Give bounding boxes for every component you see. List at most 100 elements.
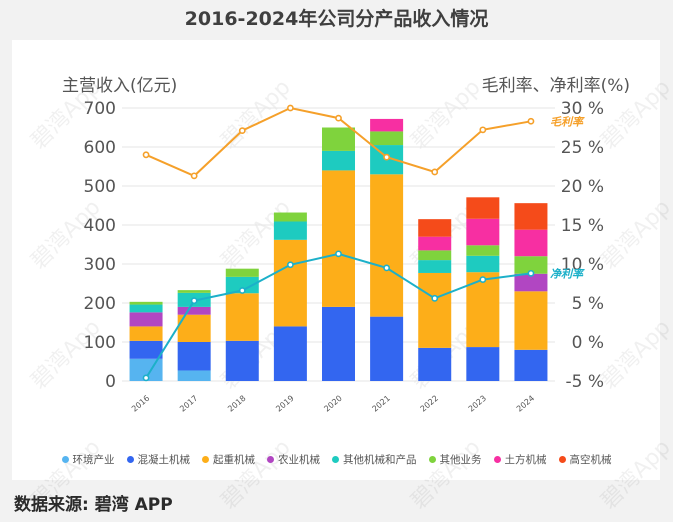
- legend-label: 高空机械: [569, 454, 612, 466]
- bar-segment: [225, 276, 259, 294]
- right-tick-label: 0 %: [572, 333, 604, 353]
- line-point: [190, 172, 198, 180]
- legend-label: 农业机械: [278, 454, 320, 466]
- legend-swatch: [428, 456, 436, 463]
- line-point: [286, 261, 294, 269]
- bar-segment: [273, 239, 307, 327]
- line-point: [383, 264, 391, 272]
- right-tick-label: 25 %: [561, 138, 604, 158]
- line-point: [479, 126, 487, 134]
- x-tick-label: 2017: [178, 394, 199, 414]
- line-point: [479, 276, 487, 283]
- chart-legend: 环境产业 混凝土机械 起重机械 农业机械 其他机械和产品 其他业务 土方机械 高空机械: [0, 452, 673, 467]
- bar-segment: [418, 236, 452, 251]
- legend-item: 其他机械和产品: [332, 452, 417, 467]
- bar-segment: [273, 221, 307, 240]
- bar-segment: [225, 340, 259, 381]
- bar-segment: [514, 229, 548, 257]
- legend-item: 高空机械: [558, 452, 612, 467]
- line-point: [238, 127, 246, 135]
- left-tick-label: 400: [84, 216, 116, 236]
- legend-label: 混凝土机械: [137, 454, 191, 466]
- legend-swatch: [332, 456, 339, 463]
- right-tick-label: 10 %: [561, 255, 604, 275]
- bar-segment: [514, 273, 548, 292]
- bar-segment: [177, 342, 211, 371]
- legend-swatch: [493, 456, 501, 463]
- legend-item: 农业机械: [267, 452, 320, 467]
- line-point: [286, 104, 294, 112]
- bar-segment: [129, 301, 163, 305]
- line-point: [142, 374, 150, 382]
- line-point: [335, 250, 342, 258]
- bar-segment: [466, 218, 500, 246]
- legend-label: 环境产业: [72, 454, 115, 466]
- legend-swatch: [267, 456, 274, 463]
- line-point: [335, 114, 342, 122]
- left-axis-title: 主营收入(亿元): [62, 76, 177, 96]
- bar-segment: [129, 312, 163, 327]
- line-point: [527, 117, 535, 125]
- bar-segment: [370, 131, 404, 146]
- left-tick-label: 0: [105, 372, 116, 392]
- bar-segment: [466, 197, 500, 219]
- left-tick-label: 700: [84, 99, 116, 119]
- watermark-text: 碧湾App: [597, 315, 673, 394]
- line-point: [142, 151, 150, 159]
- bar-segment: [177, 290, 211, 293]
- bar-segment: [418, 260, 452, 273]
- left-tick-label: 300: [84, 255, 116, 275]
- bar-segment: [418, 347, 452, 381]
- line-point: [527, 269, 535, 277]
- legend-item: 其他业务: [428, 452, 482, 467]
- bar-segment: [322, 127, 355, 151]
- bar-segment: [129, 326, 163, 341]
- x-tick-label: 2020: [322, 394, 343, 414]
- bar-segment: [322, 150, 355, 171]
- right-tick-label: 20 %: [561, 177, 604, 197]
- bar-segment: [177, 370, 211, 381]
- legend-label: 其他机械和产品: [343, 454, 417, 466]
- bar-segment: [322, 170, 355, 307]
- bar-segment: [177, 306, 211, 315]
- bar-segment: [514, 203, 548, 230]
- bar-segment: [273, 326, 307, 381]
- x-tick-label: 2024: [515, 394, 536, 414]
- legend-item: 土方机械: [493, 452, 547, 467]
- right-tick-label: 15 %: [561, 216, 604, 236]
- watermark-text: 碧湾App: [407, 435, 486, 514]
- legend-swatch: [61, 456, 69, 463]
- bar-segment: [129, 304, 163, 313]
- right-tick-label: 30 %: [561, 99, 604, 119]
- line-point: [383, 153, 391, 161]
- bar-segment: [225, 293, 259, 341]
- x-tick-label: 2018: [226, 394, 247, 414]
- right-tick-label: 5 %: [572, 294, 604, 314]
- legend-item: 混凝土机械: [126, 452, 191, 467]
- line-point: [431, 168, 439, 176]
- watermark-text: 碧湾App: [597, 195, 673, 274]
- bar-segment: [370, 316, 404, 381]
- line-end-label: 净利率: [550, 267, 585, 280]
- legend-swatch: [558, 456, 566, 463]
- bar-segment: [466, 245, 500, 256]
- x-tick-label: 2022: [419, 394, 440, 414]
- legend-label: 起重机械: [213, 454, 255, 466]
- chart-title: 2016-2024年公司分产品收入情况: [184, 8, 489, 30]
- legend-item: 起重机械: [202, 452, 255, 467]
- x-tick-label: 2016: [130, 394, 151, 414]
- bar-segment: [514, 291, 548, 350]
- right-tick-label: -5 %: [565, 372, 604, 392]
- line-point: [431, 294, 439, 302]
- bar-segment: [370, 118, 404, 132]
- bar-segment: [129, 340, 163, 359]
- right-axis-title: 毛利率、净利率(%): [482, 76, 630, 96]
- line-point: [190, 297, 198, 305]
- legend-swatch: [202, 456, 209, 463]
- bar-segment: [466, 347, 500, 381]
- legend-label: 土方机械: [504, 454, 547, 466]
- left-tick-label: 500: [84, 177, 116, 197]
- line-point: [238, 287, 246, 294]
- watermark-text: 碧湾App: [27, 315, 106, 394]
